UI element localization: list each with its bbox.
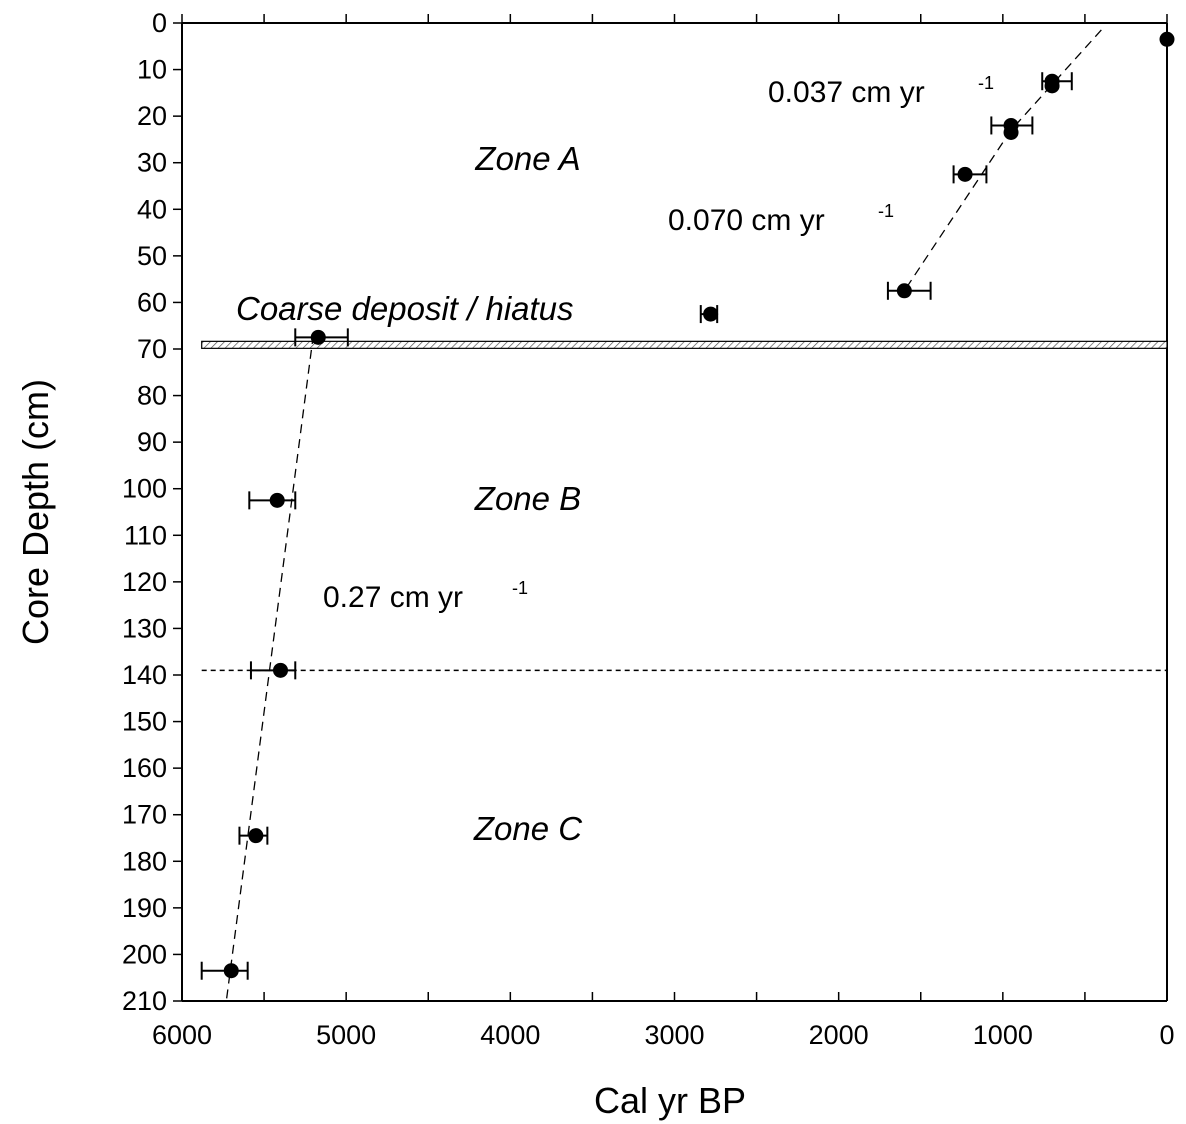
rate-b-label: 0.27 cm yr <box>323 581 463 614</box>
x-tick-label: 4000 <box>480 1020 540 1050</box>
hiatus-band <box>201 340 1168 349</box>
y-axis-title: Core Depth (cm) <box>15 379 56 645</box>
y-tick-label: 110 <box>124 520 167 550</box>
x-tick-label: 0 <box>1159 1020 1174 1050</box>
fit-line <box>903 129 1012 292</box>
zone-c-label: Zone C <box>473 810 583 847</box>
annotations: Zone A Zone B Zone C Coarse deposit / hi… <box>236 73 994 847</box>
data-point <box>703 306 719 322</box>
fit-line <box>225 334 314 1002</box>
axis-ticks: 6000 5000 4000 3000 2000 1000 0 0 10 20 30 40 50 60 70… <box>122 8 1175 1050</box>
x-tick-label: 2000 <box>809 1020 869 1050</box>
y-tick-label: 30 <box>137 148 167 178</box>
plot-frame <box>181 22 1168 1002</box>
y-tick-label: 150 <box>122 707 167 737</box>
data-point <box>1159 31 1175 47</box>
x-axis-title: Cal yr BP <box>594 1080 746 1121</box>
y-tick-label: 160 <box>122 753 167 783</box>
data-point <box>223 963 239 979</box>
y-tick-label: 60 <box>137 287 167 317</box>
rate-b-exponent: -1 <box>512 578 528 598</box>
hiatus-label: Coarse deposit / hiatus <box>236 290 574 327</box>
y-tick-label: 130 <box>122 613 167 643</box>
y-tick-label: 210 <box>122 986 167 1016</box>
y-tick-label: 50 <box>137 241 167 271</box>
y-tick-label: 190 <box>122 893 167 923</box>
data-point <box>248 828 264 844</box>
y-tick-label: 70 <box>137 334 167 364</box>
y-tick-label: 120 <box>122 567 167 597</box>
zone-boundaries <box>201 340 1168 672</box>
y-tick-label: 80 <box>137 381 167 411</box>
x-tick-label: 1000 <box>973 1020 1033 1050</box>
data-point <box>1003 124 1019 140</box>
data-point <box>896 283 912 299</box>
data-point <box>957 166 973 182</box>
rate-a1-label: 0.037 cm yr <box>768 76 925 109</box>
data-point <box>273 662 288 678</box>
zone-b-label: Zone B <box>474 480 581 517</box>
y-tick-label: 20 <box>137 101 167 131</box>
y-tick-label: 0 <box>152 8 167 38</box>
x-tick-label: 6000 <box>152 1020 212 1050</box>
y-tick-label: 100 <box>122 474 167 504</box>
rate-a2-exponent: -1 <box>878 201 894 221</box>
rate-a1-exponent: -1 <box>978 73 994 93</box>
y-tick-label: 10 <box>137 55 167 85</box>
data-points <box>223 31 1175 979</box>
y-tick-label: 170 <box>122 800 167 830</box>
y-tick-label: 40 <box>137 194 167 224</box>
y-tick-label: 200 <box>122 939 167 969</box>
data-point <box>1044 78 1060 94</box>
data-point <box>310 329 326 345</box>
y-tick-label: 180 <box>122 846 167 876</box>
rate-a2-label: 0.070 cm yr <box>668 204 825 237</box>
data-point <box>269 492 285 508</box>
zone-a-label: Zone A <box>474 140 580 177</box>
x-tick-label: 5000 <box>316 1020 376 1050</box>
error-bars <box>200 72 1073 980</box>
y-tick-label: 90 <box>137 427 167 457</box>
x-tick-label: 3000 <box>644 1020 704 1050</box>
y-tick-label: 140 <box>122 660 167 690</box>
